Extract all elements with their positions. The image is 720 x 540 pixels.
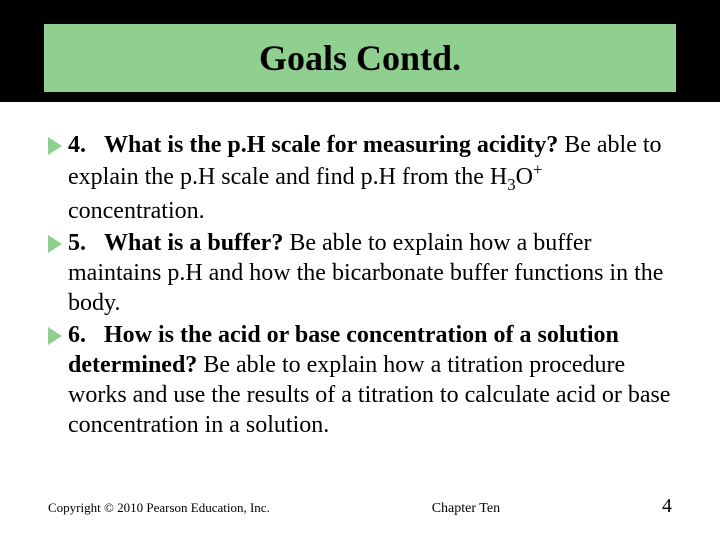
goal-num: 5.	[68, 230, 86, 256]
bullet-icon	[48, 235, 62, 253]
goal-item-4: 4. What is the p.H scale for measuring a…	[48, 130, 672, 226]
goal-item-6: 6. How is the acid or base concentration…	[48, 320, 672, 440]
goal-item-5: 5. What is a buffer? Be able to explain …	[48, 228, 672, 318]
subscript: 3	[507, 175, 515, 194]
header-bar: Goals Contd.	[0, 0, 720, 102]
slide-title: Goals Contd.	[259, 37, 461, 79]
page-number: 4	[662, 495, 672, 518]
goal-num: 6.	[68, 322, 86, 348]
footer: Copyright © 2010 Pearson Education, Inc.…	[0, 495, 720, 518]
mid: O	[516, 164, 533, 190]
goal-rest-post: concentration.	[68, 198, 205, 224]
body-area: 4. What is the p.H scale for measuring a…	[0, 102, 720, 440]
copyright-text: Copyright © 2010 Pearson Education, Inc.	[48, 500, 270, 516]
superscript: +	[533, 160, 542, 179]
goal-question: What is a buffer?	[104, 230, 283, 256]
title-box: Goals Contd.	[44, 24, 676, 92]
bullet-icon	[48, 137, 62, 155]
bullet-icon	[48, 327, 62, 345]
goal-text-4: 4. What is the p.H scale for measuring a…	[68, 130, 672, 226]
goal-num: 4.	[68, 132, 86, 158]
goal-text-6: 6. How is the acid or base concentration…	[68, 320, 672, 440]
goal-text-5: 5. What is a buffer? Be able to explain …	[68, 228, 672, 318]
goal-question: What is the p.H scale for measuring acid…	[104, 132, 558, 158]
chapter-text: Chapter Ten	[432, 501, 500, 517]
